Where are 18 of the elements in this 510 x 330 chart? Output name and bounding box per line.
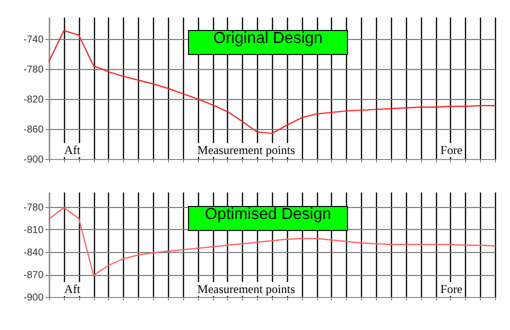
y-tick-label: -820	[23, 94, 44, 106]
y-tick-label: -860	[23, 124, 44, 136]
y-tick-label: -840	[23, 248, 44, 258]
line-series	[48, 207, 496, 276]
y-tick-label: -780	[23, 64, 44, 76]
y-tick-label: -810	[23, 225, 44, 236]
annotation: Aft	[63, 282, 82, 296]
annotation: Aft	[63, 143, 82, 157]
y-tick-label: -870	[23, 270, 44, 281]
annotation: Fore	[439, 143, 464, 157]
y-tick-label: -740	[23, 34, 44, 46]
x-axis-title: Measurement points	[196, 282, 296, 296]
line-series	[48, 30, 496, 134]
y-tick-label: -900	[23, 154, 44, 166]
x-axis-title: Measurement points	[196, 143, 296, 157]
y-tick-label: -900	[23, 292, 44, 304]
annotation: Fore	[439, 282, 464, 296]
y-tick-label: -780	[23, 202, 44, 214]
